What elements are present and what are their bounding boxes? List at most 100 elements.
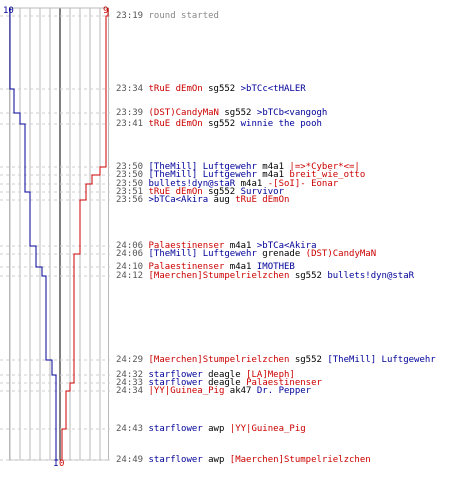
log-time: 23:51 <box>116 187 149 197</box>
log-time: 24:32 <box>116 370 149 380</box>
log-time: 23:50 <box>116 162 149 172</box>
log-player: bullets!dyn@staR <box>148 179 236 189</box>
log-player: [TheMill] Luftgewehr <box>148 249 257 259</box>
log-row: 23:56 >bTCa<Akira aug tRuE dEmOn <box>116 195 289 205</box>
log-row: 24:29 [Maerchen]Stumpelrielzchen sg552 [… <box>116 355 436 365</box>
log-time: 24:06 <box>116 241 149 251</box>
log-row: 23:51 tRuE dEmOn sg552 Survivor <box>116 187 284 197</box>
log-row: 24:12 [Maerchen]Stumpelrielzchen sg552 b… <box>116 271 414 281</box>
log-player: |YY|Guinea_Pig <box>229 424 306 434</box>
log-weapon: grenade <box>256 249 306 259</box>
log-player: bullets!dyn@staR <box>327 271 415 281</box>
log-player: breit_wie_otto <box>289 170 366 180</box>
log-player: starflower <box>148 455 203 465</box>
log-time: 24:10 <box>116 262 149 272</box>
log-player: [Maerchen]Stumpelrielzchen <box>229 455 371 465</box>
log-player: |YY|Guinea_Pig <box>148 386 225 396</box>
log-row: 23:41 tRuE dEmOn sg552 winnie the pooh <box>116 119 322 129</box>
log-player: round started <box>148 11 219 21</box>
log-time: 24:12 <box>116 271 149 281</box>
log-row: 23:50 [TheMill] Luftgewehr m4a1 breit_wi… <box>116 170 365 180</box>
log-time: 24:06 <box>116 249 149 259</box>
red-end-count: 0 <box>59 459 64 469</box>
log-time: 23:41 <box>116 119 149 129</box>
log-player: >bTCc<tHALER <box>240 84 306 94</box>
log-player: tRuE dEmOn <box>148 187 203 197</box>
log-player: [TheMill] Luftgewehr <box>148 162 257 172</box>
log-player: tRuE dEmOn <box>148 119 203 129</box>
log-player: IMOTHEB <box>256 262 295 272</box>
log-player: >bTCa<Akira <box>148 195 209 205</box>
log-player: starflower <box>148 370 203 380</box>
log-row: 24:32 starflower deagle [LA]Meph] <box>116 370 295 380</box>
log-player: tRuE dEmOn <box>235 195 290 205</box>
log-player: Palaestinenser <box>148 262 225 272</box>
log-player: Survivor <box>240 187 284 197</box>
log-weapon: awp <box>202 455 230 465</box>
log-weapon: m4a1 <box>224 262 257 272</box>
log-row: 24:10 Palaestinenser m4a1 IMOTHEB <box>116 262 295 272</box>
log-player: Palaestinenser <box>148 241 225 251</box>
log-player: -[SoI]- Eonar <box>267 179 339 189</box>
log-time: 23:50 <box>116 179 149 189</box>
log-player: (DST)CandyMaN <box>148 108 219 118</box>
log-weapon: ak47 <box>224 386 257 396</box>
log-player: starflower <box>148 424 203 434</box>
log-row: 23:34 tRuE dEmOn sg552 >bTCc<tHALER <box>116 84 306 94</box>
blue-end-count: 1 <box>53 459 58 469</box>
log-player: tRuE dEmOn <box>148 84 203 94</box>
log-player: [TheMill] Luftgewehr <box>327 355 436 365</box>
log-player: (DST)CandyMaN <box>305 249 377 259</box>
log-player: [Maerchen]Stumpelrielzchen <box>148 355 290 365</box>
log-weapon: deagle <box>202 370 247 380</box>
log-row: 24:43 starflower awp |YY|Guinea_Pig <box>116 424 306 434</box>
log-time: 24:33 <box>116 378 149 388</box>
log-player: Dr. Pepper <box>256 386 312 396</box>
log-weapon: sg552 <box>202 84 241 94</box>
log-player: winnie the pooh <box>240 119 322 129</box>
log-time: 23:50 <box>116 170 149 180</box>
blue-team-alive-line <box>9 8 58 461</box>
log-time: 24:29 <box>116 355 149 365</box>
log-player: starflower <box>148 378 203 388</box>
red-start-count: 9 <box>103 6 108 16</box>
log-row: 24:06 Palaestinenser m4a1 >bTCa<Akira <box>116 241 317 251</box>
log-weapon: m4a1 <box>256 162 290 172</box>
log-player: >bTCb<vangogh <box>256 108 328 118</box>
log-weapon: m4a1 <box>224 241 257 251</box>
log-time: 23:56 <box>116 195 149 205</box>
log-player: Palaestinenser <box>246 378 322 388</box>
log-weapon: aug <box>208 195 236 205</box>
log-weapon: deagle <box>202 378 247 388</box>
event-dashes <box>0 15 110 461</box>
log-player: |=>*Cyber*<=| <box>289 162 360 172</box>
log-row: 24:34 |YY|Guinea_Pig ak47 Dr. Pepper <box>116 386 311 396</box>
log-weapon: m4a1 <box>235 179 268 189</box>
log-weapon: sg552 <box>202 119 241 129</box>
log-row: 23:19 round started <box>116 11 219 21</box>
log-player: [LA]Meph] <box>246 370 295 380</box>
log-weapon: sg552 <box>218 108 257 118</box>
grid-lines <box>9 7 109 461</box>
log-player: [TheMill] Luftgewehr <box>148 170 257 180</box>
log-row: 24:06 [TheMill] Luftgewehr grenade (DST)… <box>116 249 376 259</box>
log-weapon: m4a1 <box>256 170 290 180</box>
log-row: 23:39 (DST)CandyMaN sg552 >bTCb<vangogh <box>116 108 327 118</box>
log-time: 24:43 <box>116 424 149 434</box>
log-row: 24:33 starflower deagle Palaestinenser <box>116 378 322 388</box>
log-weapon: sg552 <box>289 355 328 365</box>
log-player: [Maerchen]Stumpelrielzchen <box>148 271 290 281</box>
log-row: 24:49 starflower awp [Maerchen]Stumpelri… <box>116 455 371 465</box>
log-row: 23:50 [TheMill] Luftgewehr m4a1 |=>*Cybe… <box>116 162 360 172</box>
log-weapon: awp <box>202 424 230 434</box>
log-time: 23:19 <box>116 11 149 21</box>
log-time: 24:34 <box>116 386 149 396</box>
log-time: 23:39 <box>116 108 149 118</box>
log-time: 23:34 <box>116 84 149 94</box>
log-time: 24:49 <box>116 455 149 465</box>
grid-frame <box>9 7 109 461</box>
log-row: 23:50 bullets!dyn@staR m4a1 -[SoI]- Eona… <box>116 179 338 189</box>
log-weapon: sg552 <box>289 271 328 281</box>
red-team-alive-line <box>60 8 109 461</box>
